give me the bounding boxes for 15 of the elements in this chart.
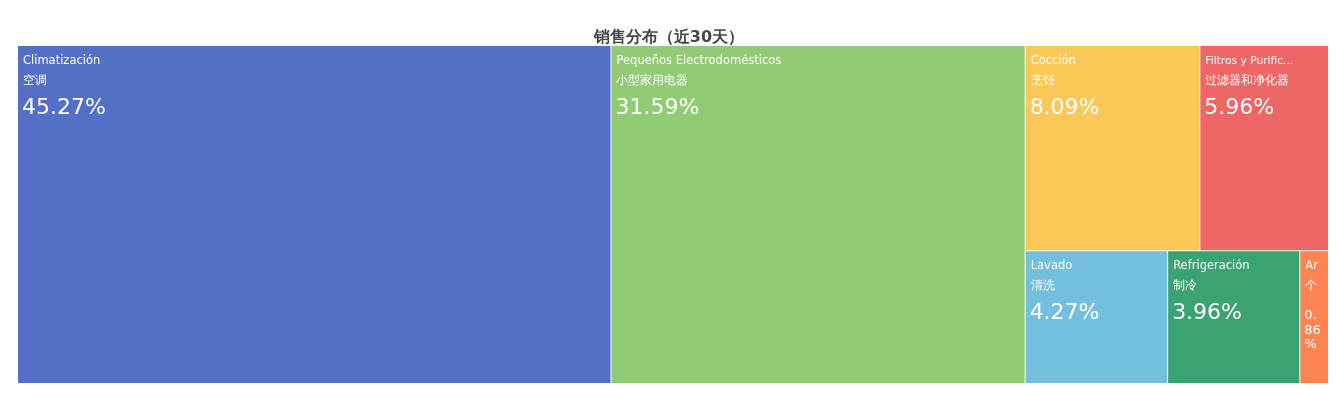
text: 销售分布（近30天） bbox=[592, 27, 745, 46]
data-label: 0.86% bbox=[1304, 307, 1321, 351]
data-label: 4.27% bbox=[1029, 299, 1100, 325]
category-label: Refrigeración 制冷 bbox=[1173, 258, 1250, 293]
data-label: 8.09% bbox=[1029, 94, 1100, 119]
category-label: Ar 个 bbox=[1305, 258, 1319, 293]
category-label: Filtros y Purific... 过滤器和净化器 bbox=[1205, 54, 1294, 87]
data-label: 45.27% bbox=[22, 94, 106, 119]
data-label: 5.96% bbox=[1204, 94, 1275, 119]
category-label: Lavado 清洗 bbox=[1030, 258, 1073, 293]
category-label: Pequeños Electrodomésticos 小型家用电器 bbox=[616, 53, 782, 87]
category-label: Climatización 空调 bbox=[23, 53, 101, 87]
category-label: Cocción 烹饪 bbox=[1030, 53, 1076, 87]
data-label: 31.59% bbox=[615, 94, 700, 119]
data-label: 3.96% bbox=[1172, 299, 1243, 325]
